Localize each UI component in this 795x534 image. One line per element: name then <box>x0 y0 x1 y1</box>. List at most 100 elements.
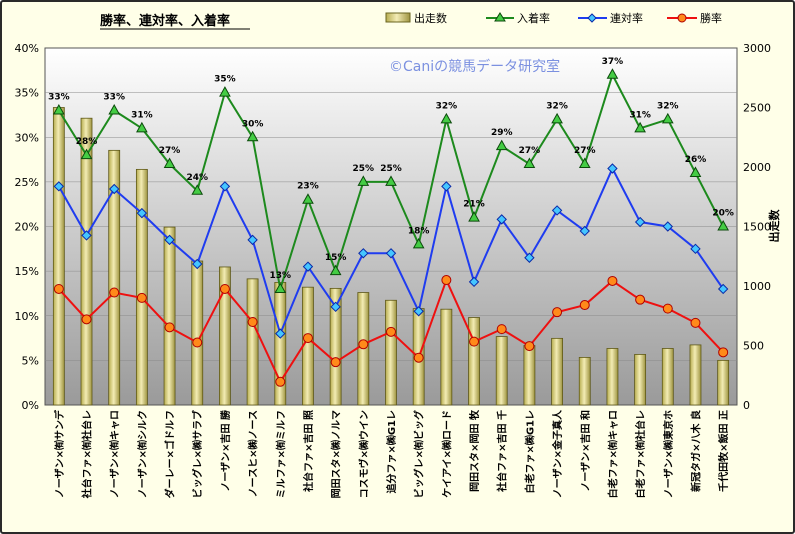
data-label: 15% <box>325 253 347 263</box>
y-tick-label: 30% <box>15 131 39 144</box>
y-tick-label: 20% <box>15 221 39 234</box>
point-marker <box>717 219 730 231</box>
data-label: 13% <box>270 271 292 281</box>
point-marker <box>689 166 702 177</box>
data-label: 29% <box>491 128 513 138</box>
legend-marker-winrate <box>677 13 687 23</box>
left-axis-ticks: 0% 5% 10% 15% 20% 25% 30% 35% 40% <box>15 42 39 412</box>
legend-label-winrate: 勝率 <box>700 11 722 25</box>
point-marker <box>718 347 729 358</box>
data-label: 31% <box>131 110 153 120</box>
category-label: ノースヒ×㈱ノース <box>247 410 260 497</box>
point-marker <box>496 214 507 225</box>
y2-tick-label: 3000 <box>743 42 771 55</box>
bar <box>302 286 314 406</box>
data-label: 33% <box>103 92 125 102</box>
bar <box>551 337 563 406</box>
bar <box>219 266 231 406</box>
data-label: 27% <box>159 146 181 156</box>
y-tick-label: 15% <box>15 265 39 278</box>
point-marker <box>579 300 590 311</box>
data-label: 31% <box>629 110 651 120</box>
y2-tick-label: 1500 <box>743 221 771 234</box>
point-marker <box>690 243 701 255</box>
point-marker <box>385 248 397 259</box>
point-marker <box>302 333 313 344</box>
y-tick-label: 25% <box>15 176 39 189</box>
category-label: ダーレー×ゴドルフ <box>164 410 177 498</box>
point-marker <box>495 139 508 151</box>
y-tick-label: 40% <box>15 42 39 55</box>
bar <box>440 308 453 406</box>
data-label: 32% <box>657 101 679 111</box>
category-label: 新冠タガ×八木 良 <box>689 410 702 492</box>
legend-swatch-starts <box>385 12 411 23</box>
right-axis-title: 出走数 <box>767 209 781 243</box>
y2-tick-label: 2500 <box>743 102 771 115</box>
bar <box>495 336 508 406</box>
data-label: 33% <box>48 92 70 102</box>
category-label: ビッグレ×㈲ビッグ <box>413 410 426 498</box>
bar <box>578 356 591 406</box>
category-label: 白老ファ×㈲社台レ <box>634 410 647 498</box>
legend-label-quinellarate: 連対率 <box>610 11 643 25</box>
data-label: 26% <box>685 155 707 165</box>
data-label: 20% <box>712 209 734 219</box>
point-marker <box>81 314 92 325</box>
point-marker <box>441 181 452 192</box>
point-marker <box>191 184 204 195</box>
point-marker <box>108 103 121 115</box>
point-marker <box>53 181 65 192</box>
point-marker <box>496 324 507 335</box>
point-marker <box>662 221 674 232</box>
bar <box>135 168 148 406</box>
y2-tick-label: 0 <box>743 399 750 412</box>
point-marker <box>163 157 176 169</box>
chart-title: 勝率、連対率、入着率 <box>100 13 230 29</box>
bar-series-starts <box>52 107 730 406</box>
point-marker <box>468 211 480 222</box>
point-marker <box>109 287 120 298</box>
bar <box>163 226 176 406</box>
bar <box>52 107 65 406</box>
point-marker <box>192 258 203 270</box>
data-label: 21% <box>463 200 485 210</box>
point-marker <box>329 264 342 276</box>
category-labels: ノーザン×㈲サンデ 社台ファ×㈲社台レ ノーザン×㈲キャロ ノーザン×㈲シルク ダーレー… <box>53 409 730 499</box>
point-marker <box>53 283 64 294</box>
point-marker <box>634 121 646 133</box>
point-marker <box>579 225 590 237</box>
point-marker <box>80 148 93 160</box>
legend-label-starts: 出走数 <box>414 11 447 25</box>
category-label: ノーザン×㈲シルク <box>136 410 149 498</box>
y-tick-label: 10% <box>15 310 39 323</box>
point-marker <box>164 322 175 333</box>
category-label: ノーザン×吉田 和 <box>579 410 592 492</box>
point-marker <box>469 336 480 347</box>
bar <box>468 317 480 406</box>
point-marker <box>440 112 453 124</box>
category-label: 社台ファ×吉田 照 <box>302 410 315 493</box>
category-label: ビッグレ×㈱サラブ <box>191 410 204 498</box>
bar <box>689 344 702 406</box>
point-marker <box>357 175 370 186</box>
category-label: 追分ファ×㈱G1レ <box>385 410 398 494</box>
category-label: 岡田スタ×岡田 牧 <box>468 409 481 492</box>
data-label: 24% <box>186 173 208 183</box>
point-marker <box>551 112 563 124</box>
point-marker <box>247 316 258 327</box>
legend: 出走数 入着率 連対率 勝率 <box>385 11 722 25</box>
point-marker <box>275 328 286 339</box>
point-marker <box>386 326 396 337</box>
point-marker <box>302 193 314 204</box>
point-marker <box>413 306 424 317</box>
point-marker <box>606 68 619 79</box>
category-label: 社台ファ×吉田 千 <box>496 410 509 493</box>
data-label: 23% <box>297 182 319 192</box>
category-label: ノーザン×㈱東京ホ <box>662 410 675 498</box>
category-label: 岡田スタ×㈱ノルマ <box>330 410 343 498</box>
category-label: 白老ファ×㈲キャロ <box>606 410 619 498</box>
category-label: コスモヴ×㈱ウイン <box>357 410 370 498</box>
point-marker <box>81 230 92 241</box>
point-marker <box>164 234 175 246</box>
